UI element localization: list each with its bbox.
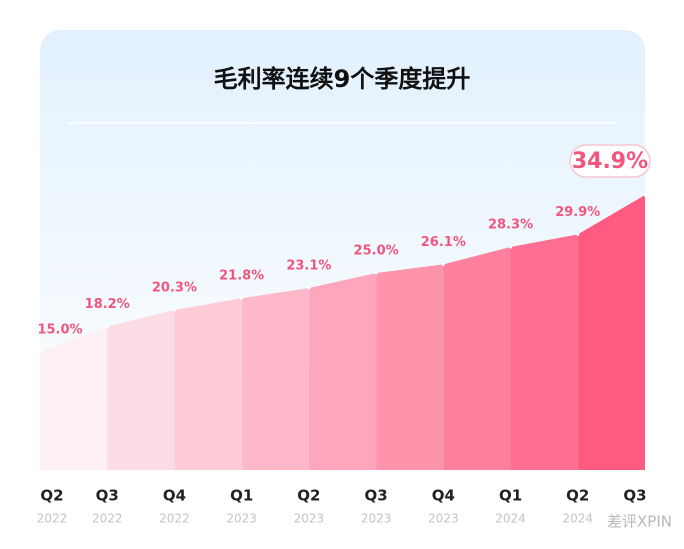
x-tick-label: Q3 [96, 487, 119, 505]
data-point [576, 232, 580, 236]
value-label: 28.3% [488, 217, 533, 232]
x-tick-label: Q2 [40, 487, 63, 505]
data-point [38, 350, 42, 354]
x-tick-year: 2024 [495, 512, 526, 526]
x-tick-year: 2022 [92, 512, 123, 526]
area-segment [241, 287, 309, 470]
x-tick-year: 2023 [226, 512, 257, 526]
value-label: 34.9% [572, 149, 648, 174]
value-label: 21.8% [219, 269, 264, 284]
x-tick-label: Q1 [499, 487, 522, 505]
value-label: 23.1% [286, 258, 331, 273]
data-point [240, 296, 244, 300]
area-segment [443, 246, 511, 470]
value-label: 20.3% [152, 281, 197, 296]
area-segment [40, 326, 108, 470]
x-tick-label: Q2 [297, 487, 320, 505]
x-tick-year: 2022 [159, 512, 190, 526]
area-segment [174, 298, 242, 470]
area-segment [107, 310, 175, 470]
x-tick-year: 2024 [563, 512, 594, 526]
value-label: 18.2% [85, 297, 130, 312]
x-tick-label: Q4 [163, 487, 186, 505]
callout-bubble [569, 144, 651, 178]
x-tick-label: Q4 [432, 487, 455, 505]
value-label: 15.0% [37, 322, 82, 337]
x-tick-year: 2023 [294, 512, 325, 526]
data-point [172, 308, 176, 312]
x-tick-label: Q2 [566, 487, 589, 505]
data-point [374, 271, 378, 275]
data-point [307, 286, 311, 290]
watermark: 差评XPIN [607, 513, 672, 531]
data-point [105, 325, 109, 329]
area-segment [577, 194, 645, 470]
x-tick-year: 2023 [428, 512, 459, 526]
data-point [441, 262, 445, 266]
x-tick-label: Q3 [365, 487, 388, 505]
area-segment [308, 273, 377, 470]
area-segment [376, 264, 444, 470]
value-label: 26.1% [421, 235, 466, 250]
chart-title: 毛利率连续9个季度提升 [214, 65, 471, 93]
value-label: 29.9% [555, 205, 600, 220]
x-tick-year: 2022 [37, 512, 68, 526]
area-segment [510, 234, 578, 470]
x-tick-label: Q3 [623, 487, 646, 505]
value-label: 25.0% [354, 244, 399, 259]
data-point [643, 193, 647, 197]
x-tick-year: 2023 [361, 512, 392, 526]
x-tick-label: Q1 [230, 487, 253, 505]
data-point [509, 245, 513, 249]
